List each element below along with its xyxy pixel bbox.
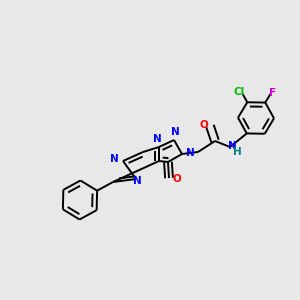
Text: N: N	[186, 148, 195, 158]
Text: N: N	[153, 134, 162, 144]
Text: Cl: Cl	[234, 87, 245, 97]
Text: F: F	[269, 88, 276, 98]
Text: O: O	[199, 120, 208, 130]
Text: H: H	[233, 147, 242, 158]
Text: N: N	[133, 176, 142, 185]
Text: N: N	[110, 154, 118, 164]
Text: N: N	[228, 141, 237, 151]
Text: N: N	[171, 127, 180, 137]
Text: O: O	[172, 174, 181, 184]
